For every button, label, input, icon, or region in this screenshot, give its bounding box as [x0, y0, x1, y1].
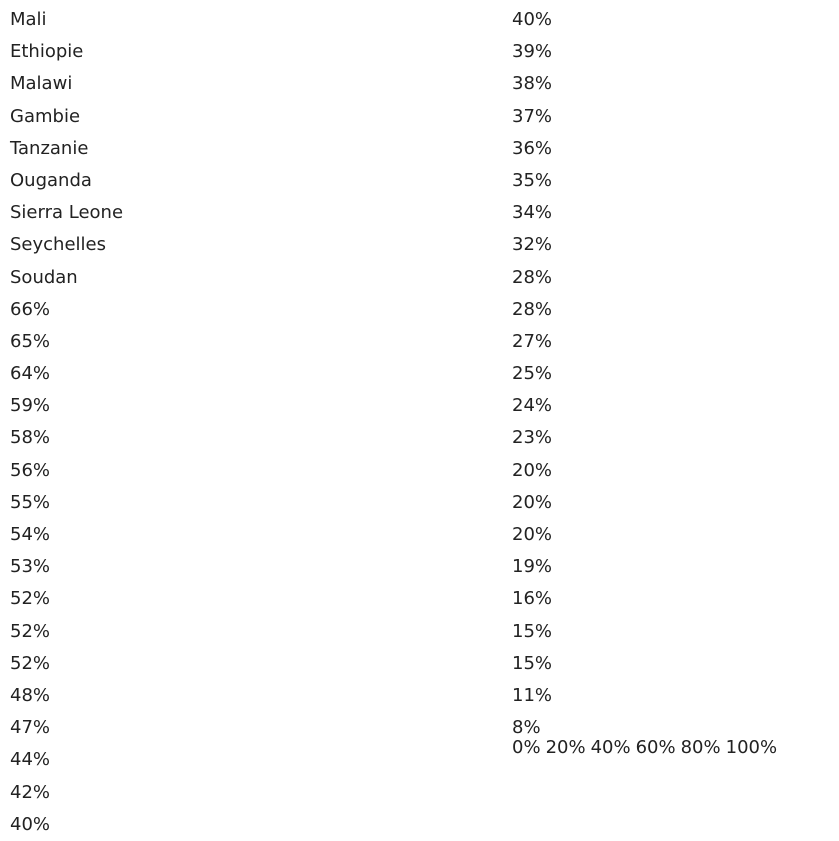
- axis-label: 80%: [680, 737, 721, 758]
- left-item: 65%: [10, 330, 51, 352]
- right-item: 16%: [512, 588, 553, 610]
- right-item: 38%: [512, 73, 553, 95]
- right-item: 28%: [512, 298, 553, 320]
- left-item: Seychelles: [10, 234, 106, 256]
- right-item: 20%: [512, 459, 553, 481]
- right-item: 20%: [512, 491, 553, 513]
- right-item: 20%: [512, 524, 553, 545]
- right-item: 8%: [512, 717, 541, 739]
- left-item: 52%: [10, 652, 51, 674]
- left-item: 47%: [10, 717, 51, 739]
- right-item: 15%: [512, 652, 553, 674]
- left-item: Mali: [10, 9, 47, 30]
- right-item: 25%: [512, 363, 553, 385]
- left-item: Tanzanie: [10, 137, 89, 159]
- left-item: 52%: [10, 588, 51, 610]
- left-item: 48%: [10, 684, 51, 706]
- left-item: Ethiopie: [10, 41, 84, 63]
- right-item: 24%: [512, 395, 553, 417]
- axis-label: 0%: [512, 737, 541, 758]
- right-column: 40% 39% 38% 37% 36% 35% 34% 32% 28% 28% 27% 25% 24% 2…: [512, 4, 552, 744]
- axis-label: 60%: [635, 737, 676, 758]
- right-item: 15%: [512, 620, 553, 642]
- axis-label: 20%: [545, 737, 586, 758]
- left-item: 58%: [10, 427, 51, 449]
- right-item: 28%: [512, 266, 553, 288]
- left-item: Sierra Leone: [10, 202, 124, 224]
- left-item: 56%: [10, 459, 51, 481]
- axis-label: 100%: [725, 737, 778, 758]
- left-item: Soudan: [10, 266, 78, 288]
- right-item: 19%: [512, 556, 553, 578]
- right-item: 23%: [512, 427, 553, 449]
- right-item: 11%: [512, 684, 553, 706]
- right-item: 40%: [512, 9, 553, 30]
- right-item: 36%: [512, 137, 553, 159]
- left-item: 53%: [10, 556, 51, 578]
- left-item: Ouganda: [10, 169, 92, 191]
- left-item: 44%: [10, 749, 51, 771]
- axis-labels: 0% 20% 40% 60% 80% 100%: [512, 733, 782, 763]
- right-item: 37%: [512, 105, 553, 127]
- left-item: 66%: [10, 298, 51, 320]
- left-item: 64%: [10, 363, 51, 385]
- left-item: 54%: [10, 524, 51, 545]
- left-item: Malawi: [10, 73, 73, 95]
- left-item: Gambie: [10, 105, 81, 127]
- right-item: 39%: [512, 41, 553, 63]
- axis-label: 40%: [590, 737, 631, 758]
- left-item: 55%: [10, 491, 51, 513]
- left-item: 59%: [10, 395, 51, 417]
- left-item: 40%: [10, 813, 51, 835]
- right-item: 35%: [512, 169, 553, 191]
- left-item: 42%: [10, 781, 51, 803]
- left-column: Mali Ethiopie Malawi Gambie Tanzanie Ouganda S…: [10, 4, 123, 841]
- right-item: 27%: [512, 330, 553, 352]
- right-item: 32%: [512, 234, 553, 256]
- right-item: 34%: [512, 202, 553, 224]
- left-item: 52%: [10, 620, 51, 642]
